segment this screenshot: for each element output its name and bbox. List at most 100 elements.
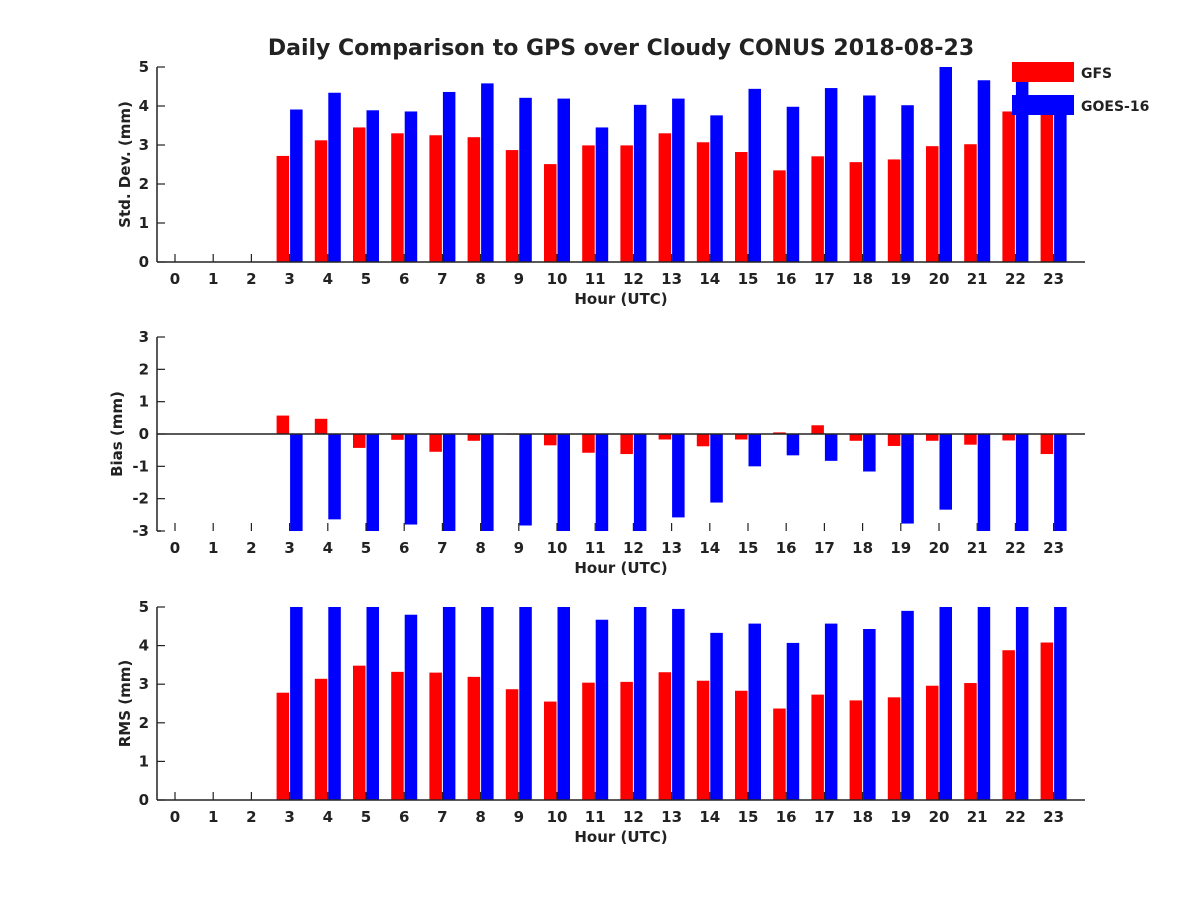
panel-std-x-tick-label: 8: [475, 270, 485, 288]
panel-rms-x-tick-label: 4: [323, 808, 333, 826]
panel-std-y-axis-label: Std. Dev. (mm): [116, 101, 134, 228]
panel-rms-y-tick-label: 0: [139, 791, 149, 809]
panel-rms-x-tick-label: 16: [776, 808, 797, 826]
panel-std-x-tick-label: 19: [890, 270, 911, 288]
panel-rms-bar-gfs-hour-11: [582, 682, 595, 800]
panel-bias-x-tick-label: 3: [284, 539, 294, 557]
panel-bias-bar-gfs-hour-3: [276, 415, 290, 434]
panel-bias-x-tick-label: 1: [208, 539, 218, 557]
panel-bias-x-tick-label: 4: [323, 539, 333, 557]
panel-rms-bar-goes-16-hour-4: [328, 607, 341, 800]
panel-std-x-tick-label: 3: [284, 270, 294, 288]
panel-std-x-tick-label: 14: [699, 270, 720, 288]
panel-rms-x-tick-label: 2: [246, 808, 256, 826]
panel-std-y-tick-label: 0: [139, 253, 149, 271]
panel-rms-bar-goes-16-hour-6: [404, 614, 418, 800]
panel-rms-x-tick-label: 22: [1005, 808, 1026, 826]
legend: GFS GOES-16: [1012, 62, 1149, 115]
panel-std-bar-gfs-hour-15: [735, 152, 748, 262]
panel-std-x-axis-label: Hour (UTC): [574, 290, 667, 308]
panel-bias-bar-goes-16-hour-23: [1054, 434, 1067, 531]
panel-rms-bar-goes-16-hour-5: [366, 607, 379, 800]
panel-rms-bar-goes-16-hour-3: [290, 607, 303, 800]
panel-rms-x-tick-label: 17: [814, 808, 835, 826]
panel-bias-bar-gfs-hour-22: [1002, 434, 1015, 441]
panel-std-x-tick-label: 23: [1043, 270, 1064, 288]
panel-bias-x-tick-label: 2: [246, 539, 256, 557]
panel-std-bar-goes-16-hour-9: [519, 97, 532, 262]
panel-std-x-tick-label: 18: [852, 270, 873, 288]
panel-std-bar-gfs-hour-22: [1002, 111, 1015, 263]
panel-std-x-tick-label: 12: [623, 270, 644, 288]
panel-bias-bar-gfs-hour-6: [391, 434, 404, 440]
panel-std-bar-gfs-hour-17: [811, 156, 824, 262]
panel-rms-bar-goes-16-hour-12: [633, 607, 647, 800]
panel-rms-bar-gfs-hour-18: [849, 700, 863, 800]
panel-std-x-tick-label: 21: [967, 270, 988, 288]
panel-bias-bar-gfs-hour-17: [811, 425, 824, 434]
panel-rms-bar-goes-16-hour-19: [901, 610, 914, 800]
panel-rms-bar-gfs-hour-14: [696, 680, 710, 800]
panel-std-x-tick-label: 2: [246, 270, 256, 288]
panel-std-bar-gfs-hour-20: [926, 146, 939, 262]
panel-std-x-tick-label: 11: [585, 270, 606, 288]
panel-std-x-tick-label: 22: [1005, 270, 1026, 288]
panel-bias-x-tick-label: 11: [585, 539, 606, 557]
panel-rms-y-tick-label: 4: [139, 637, 149, 655]
panel-bias-bar-gfs-hour-19: [887, 434, 901, 446]
legend-swatch-gfs: [1012, 62, 1074, 82]
panel-std-x-tick-label: 17: [814, 270, 835, 288]
panel-rms-bar-goes-16-hour-7: [442, 607, 456, 800]
panel-bias-bar-goes-16-hour-10: [557, 434, 570, 531]
panel-std-bar-goes-16-hour-17: [824, 88, 838, 262]
panel-bias-y-tick-label: 2: [139, 360, 149, 378]
panel-bias-x-tick-label: 14: [699, 539, 720, 557]
panel-rms-bar-goes-16-hour-15: [748, 623, 761, 800]
panel-bias-bar-gfs-hour-11: [582, 434, 595, 453]
panel-std-bar-gfs-hour-14: [696, 142, 710, 262]
panel-bias-bar-goes-16-hour-11: [595, 434, 609, 531]
legend-label-gfs: GFS: [1081, 66, 1112, 82]
panel-rms-x-tick-label: 21: [967, 808, 988, 826]
panel-std-x-tick-label: 16: [776, 270, 797, 288]
panel-rms-bar-gfs-hour-7: [429, 672, 442, 800]
panel-bias-y-tick-label: 3: [139, 328, 149, 346]
panel-rms-y-tick-label: 3: [139, 675, 149, 693]
panel-std-bar-goes-16-hour-18: [863, 95, 876, 262]
panel-bias-x-tick-label: 12: [623, 539, 644, 557]
panel-std-bar-goes-16-hour-11: [595, 127, 609, 262]
panel-bias-x-axis-label: Hour (UTC): [574, 559, 667, 577]
panel-bias-bar-gfs-hour-8: [467, 434, 481, 441]
legend-label-goes-16: GOES-16: [1081, 99, 1149, 115]
panel-rms-bar-goes-16-hour-14: [710, 632, 723, 800]
panel-std-bar-goes-16-hour-22: [1015, 72, 1029, 262]
panel-bias-bar-gfs-hour-23: [1040, 434, 1054, 455]
panel-std-bar-goes-16-hour-7: [442, 91, 456, 263]
panel-std-bar-gfs-hour-16: [773, 170, 786, 262]
panel-std-bar-gfs-hour-5: [353, 127, 366, 262]
panel-bias-x-tick-label: 23: [1043, 539, 1064, 557]
panel-std-bar-gfs-hour-12: [620, 145, 633, 262]
panel-bias-bar-goes-16-hour-6: [404, 434, 418, 525]
panel-std-x-tick-label: 6: [399, 270, 409, 288]
panel-bias-bar-goes-16-hour-16: [786, 434, 800, 456]
panel-std-bar-goes-16-hour-5: [366, 110, 379, 262]
panel-bias-y-tick-label: -1: [132, 457, 149, 475]
panel-bias-bar-goes-16-hour-7: [442, 434, 456, 531]
panel-bias-bar-goes-16-hour-8: [481, 434, 494, 531]
panel-rms-bar-gfs-hour-10: [544, 701, 557, 800]
panel-rms-x-tick-label: 18: [852, 808, 873, 826]
panel-bias-bar-gfs-hour-21: [964, 434, 977, 445]
panel-bias-bar-gfs-hour-4: [314, 418, 328, 434]
panel-rms-x-tick-label: 20: [929, 808, 950, 826]
panel-bias-bar-gfs-hour-5: [353, 434, 366, 448]
panel-bias-bar-gfs-hour-7: [429, 434, 442, 452]
panel-bias-x-tick-label: 22: [1005, 539, 1026, 557]
panel-rms-y-tick-label: 5: [139, 598, 149, 616]
panel-std-bar-goes-16-hour-16: [786, 106, 800, 262]
panel-std-bar-goes-16-hour-20: [939, 67, 952, 262]
panel-std-bar-goes-16-hour-14: [710, 115, 723, 262]
panel-bias-bar-goes-16-hour-19: [901, 434, 914, 524]
